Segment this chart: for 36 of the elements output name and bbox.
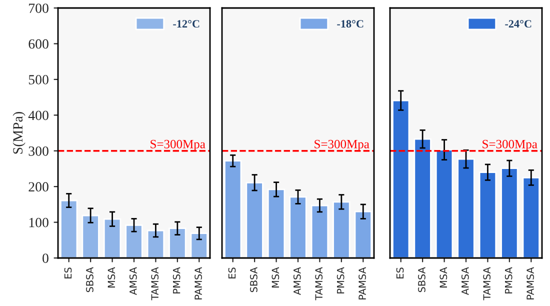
ref-line-label: S=300Mpa — [150, 140, 206, 151]
y-tick-label: 300 — [28, 146, 48, 156]
x-tick-label: MSA — [440, 267, 448, 288]
y-tick-label: 100 — [29, 218, 48, 228]
y-axis-title: S(MPa) — [12, 112, 26, 154]
x-tick-label: TAMSA — [483, 267, 491, 300]
x-tick-label: AMSA — [129, 267, 137, 295]
y-tick-label: 400 — [28, 110, 48, 120]
x-tick-label: PAMSA — [526, 267, 534, 300]
y-tick-label: 500 — [28, 75, 48, 84]
x-tick-label: SBSA — [250, 267, 258, 292]
x-tick-label: TAMSA — [151, 267, 159, 300]
y-tick-label: 0 — [42, 254, 48, 263]
x-tick-label: AMSA — [461, 267, 469, 295]
x-tick-label: ES — [396, 268, 404, 278]
x-tick-label: AMSA — [293, 267, 301, 295]
x-tick-label: ES — [228, 268, 236, 278]
legend-label: -24°C — [505, 20, 532, 28]
ref-line-label: S=300Mpa — [314, 140, 370, 151]
legend-label: -12°C — [173, 20, 200, 28]
x-tick-label: TAMSA — [315, 267, 323, 300]
x-tick-label: MSA — [108, 267, 116, 288]
x-tick-label: PMSA — [336, 267, 344, 294]
y-tick-label: 200 — [28, 182, 48, 192]
legend-label: -18°C — [337, 20, 364, 28]
x-tick-label: SBSA — [86, 267, 94, 292]
x-tick-label: SBSA — [418, 267, 426, 292]
x-tick-label: PAMSA — [194, 267, 202, 300]
x-tick-label: MSA — [272, 267, 280, 288]
y-tick-label: 600 — [28, 39, 48, 49]
x-tick-label: PMSA — [504, 267, 512, 294]
x-tick-label: PAMSA — [358, 267, 366, 300]
x-tick-label: PMSA — [172, 267, 180, 294]
ref-line-label: S=300Mpa — [482, 140, 538, 151]
y-tick-label: 700 — [29, 4, 48, 13]
x-tick-label: ES — [64, 268, 72, 278]
